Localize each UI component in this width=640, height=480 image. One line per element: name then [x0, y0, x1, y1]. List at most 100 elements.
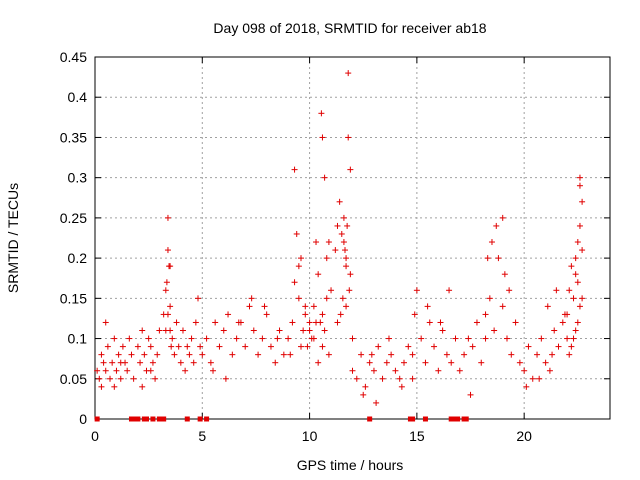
data-point [259, 335, 266, 342]
data-point [467, 391, 474, 398]
data-point [373, 399, 380, 406]
data-point [117, 375, 124, 382]
data-point [516, 359, 523, 366]
data-point [491, 327, 498, 334]
data-point [261, 303, 268, 310]
data-point [186, 351, 193, 358]
data-point [340, 239, 347, 246]
data-point [353, 375, 360, 382]
data-point [182, 367, 189, 374]
data-point [339, 295, 346, 302]
data-point [235, 319, 242, 326]
data-point [437, 319, 444, 326]
data-point [291, 279, 298, 286]
data-point [102, 319, 109, 326]
data-point [544, 303, 551, 310]
data-point [568, 263, 575, 270]
data-point [488, 239, 495, 246]
data-point [171, 351, 178, 358]
data-point [289, 319, 296, 326]
data-point [431, 343, 438, 350]
data-point [164, 214, 171, 221]
data-point [482, 335, 489, 342]
data-point [549, 351, 556, 358]
data-point [435, 367, 442, 374]
data-point [104, 343, 111, 350]
data-point [300, 327, 307, 334]
data-point [401, 359, 407, 366]
data-point [379, 375, 386, 382]
data-point [149, 359, 156, 366]
data-point [168, 343, 175, 350]
data-point [295, 295, 302, 302]
data-point [115, 351, 122, 358]
data-point [126, 335, 133, 342]
data-point [285, 335, 292, 342]
baseline-point [197, 416, 203, 422]
data-point [190, 359, 197, 366]
data-point [274, 335, 281, 342]
data-point [422, 359, 429, 366]
data-point [145, 335, 152, 342]
data-point [222, 375, 229, 382]
data-point [499, 214, 506, 221]
data-point [117, 359, 124, 366]
data-point [184, 343, 191, 350]
data-point [325, 351, 332, 358]
data-point [396, 375, 403, 382]
data-point [478, 359, 485, 366]
data-point [328, 287, 335, 294]
data-point [173, 319, 180, 326]
data-point [344, 222, 351, 229]
data-point [310, 303, 317, 310]
y-tick-label: 0.05 [60, 371, 87, 387]
data-point [250, 327, 257, 334]
data-point [100, 359, 107, 366]
data-point [295, 263, 302, 270]
data-point [192, 319, 199, 326]
data-point [409, 351, 416, 358]
data-point [302, 311, 309, 318]
data-point [362, 383, 369, 390]
data-point [566, 287, 573, 294]
data-point [272, 359, 279, 366]
y-tick-label: 0.4 [68, 89, 88, 105]
chart-title: Day 098 of 2018, SRMTID for receiver ab1… [213, 20, 486, 36]
data-point [255, 351, 262, 358]
data-point [553, 287, 560, 294]
data-point [319, 311, 326, 318]
data-point [383, 359, 390, 366]
data-point [568, 343, 575, 350]
data-point [319, 343, 326, 350]
data-point [576, 174, 583, 181]
data-point [576, 182, 583, 189]
data-point [347, 271, 354, 278]
data-point [199, 351, 206, 358]
baseline-point [367, 416, 373, 422]
plot-frame [94, 56, 611, 420]
x-tick-label: 5 [198, 428, 206, 444]
data-point [113, 367, 120, 374]
data-point [349, 335, 356, 342]
data-point [321, 174, 328, 181]
data-point [409, 375, 416, 382]
data-point [210, 367, 217, 374]
data-point [325, 239, 332, 246]
data-point [579, 247, 586, 254]
data-point [508, 351, 515, 358]
baseline-point [161, 416, 167, 422]
data-point [493, 222, 500, 229]
x-tick-label: 15 [409, 428, 425, 444]
data-point [343, 263, 350, 270]
data-point [465, 335, 472, 342]
baseline-point [150, 416, 156, 422]
data-point [546, 367, 553, 374]
data-point [313, 319, 320, 326]
data-point [315, 271, 322, 278]
data-point [486, 295, 493, 302]
data-point [293, 230, 300, 237]
baseline-point [422, 416, 428, 422]
data-point [233, 335, 240, 342]
data-point [411, 311, 418, 318]
